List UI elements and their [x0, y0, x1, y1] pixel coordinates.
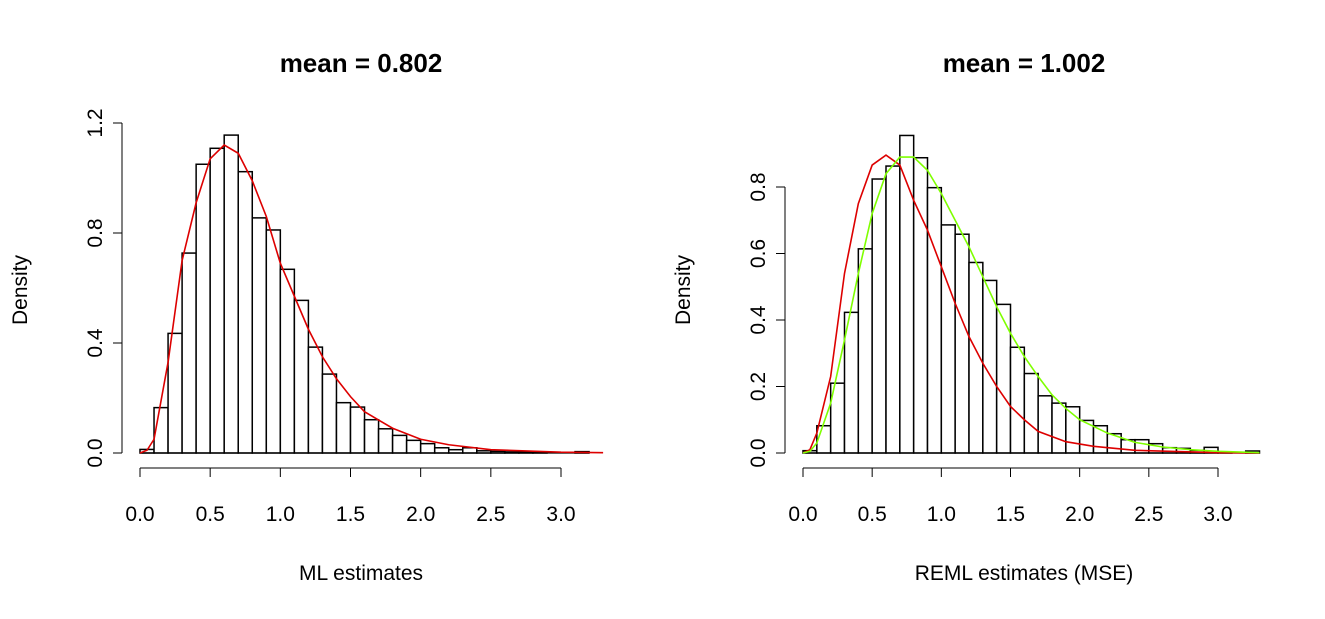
y-tick-label: 0.6	[747, 239, 770, 268]
histogram-bar	[857, 248, 873, 454]
histogram-bar	[405, 439, 422, 454]
y-tick-label: 0.4	[747, 305, 770, 335]
histogram-bar	[321, 373, 338, 454]
y-axis-label: Density	[9, 254, 32, 325]
y-tick-label: 0.0	[747, 438, 770, 467]
histogram-bar	[871, 178, 887, 454]
x-tick-label: 2.5	[1134, 503, 1163, 526]
histogram-bar	[181, 252, 197, 454]
y-axis-label: Density	[672, 254, 695, 325]
histogram-bar	[995, 303, 1012, 454]
histogram-bar	[307, 346, 324, 454]
panel-title: mean = 1.002	[943, 48, 1106, 78]
x-tick-label: 2.5	[476, 503, 505, 526]
histogram-bar	[954, 233, 970, 454]
histogram-bar	[279, 268, 296, 454]
x-tick-label: 3.0	[1203, 503, 1232, 526]
histogram-bar	[419, 442, 436, 454]
y-tick-label: 0.0	[84, 438, 107, 467]
histogram-bar	[1009, 346, 1026, 454]
histogram-bar	[335, 401, 352, 454]
density-curve	[802, 154, 1260, 454]
y-tick-label: 0.2	[747, 372, 770, 401]
x-tick-label: 0.5	[196, 503, 225, 526]
x-tick-label: 1.5	[996, 503, 1025, 526]
y-tick-label: 0.8	[747, 172, 770, 201]
x-tick-label: 2.0	[406, 503, 435, 526]
x-tick-label: 2.0	[1065, 503, 1094, 526]
reml-estimates-panel: mean = 1.002 REML estimates (MSE) Densit…	[672, 48, 1261, 585]
x-tick-label: 0.5	[858, 503, 887, 526]
histogram-bar	[391, 434, 408, 454]
density-curve	[802, 156, 1260, 454]
x-tick-label: 1.0	[927, 503, 956, 526]
histogram-bar	[195, 163, 211, 454]
x-tick-label: 3.0	[546, 503, 575, 526]
density-curve	[139, 143, 604, 454]
histogram-bar	[912, 156, 929, 454]
histogram-bar	[377, 428, 394, 454]
histogram-bar	[251, 217, 268, 454]
histogram-bar	[940, 224, 956, 454]
x-tick-label: 1.0	[266, 503, 295, 526]
x-tick-label: 1.5	[336, 503, 365, 526]
y-tick-label: 1.2	[84, 108, 107, 137]
histogram-bar	[885, 165, 901, 454]
y-tick-label: 0.4	[84, 328, 107, 358]
x-axis-label: ML estimates	[299, 562, 423, 585]
histogram-bar	[223, 134, 239, 454]
histogram-bar	[1023, 372, 1039, 454]
histogram-bar	[209, 147, 225, 454]
x-axis-label: REML estimates (MSE)	[915, 562, 1134, 585]
histogram-bar	[1037, 395, 1053, 454]
x-tick-label: 0.0	[125, 503, 154, 526]
histogram-bar	[363, 418, 380, 454]
histogram-bar	[1051, 402, 1067, 454]
histogram-bar	[349, 406, 366, 454]
histogram-bar	[237, 170, 254, 454]
panel-title: mean = 0.802	[280, 48, 443, 78]
histogram-bar	[265, 229, 282, 454]
histogram-bar	[433, 447, 450, 454]
x-tick-label: 0.0	[788, 503, 817, 526]
histogram-bar	[926, 186, 943, 454]
ml-estimates-panel: mean = 0.802 ML estimates Density 0.0 0.5…	[9, 48, 604, 585]
y-tick-label: 0.8	[84, 218, 107, 247]
